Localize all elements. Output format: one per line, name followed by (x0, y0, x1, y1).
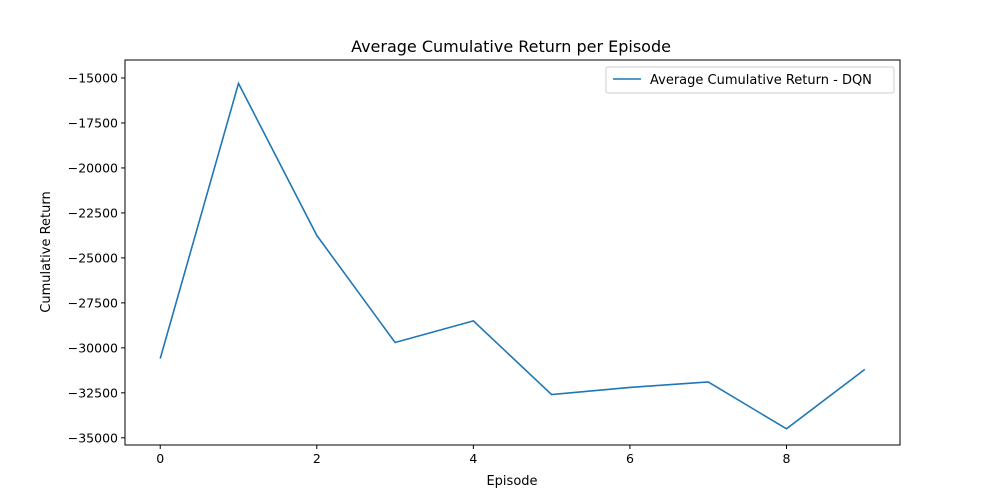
plot-area (124, 59, 901, 446)
legend-box (605, 66, 895, 94)
x-tick-label: 2 (313, 451, 321, 466)
y-tick-label: −17500 (68, 115, 118, 130)
x-tick-label: 4 (469, 451, 477, 466)
legend-entry-dqn: Average Cumulative Return - DQN (650, 73, 872, 88)
y-axis-ticks: −35000 −32500 −30000 −27500 −25000 −22500 −200… (68, 70, 125, 445)
x-tick-label: 0 (156, 451, 164, 466)
series-line-dqn (159, 81, 866, 430)
y-tick-label: −25000 (68, 250, 118, 265)
x-axis-ticks: 0 2 4 6 8 (156, 445, 791, 466)
x-axis-label: Episode (486, 474, 537, 489)
y-tick-label: −15000 (68, 70, 118, 85)
y-tick-label: −27500 (68, 295, 118, 310)
x-tick-label: 6 (626, 451, 634, 466)
y-tick-label: −35000 (68, 430, 118, 445)
x-tick-label: 8 (783, 451, 791, 466)
y-tick-label: −20000 (68, 160, 118, 175)
legend: Average Cumulative Return - DQN (605, 66, 895, 94)
y-tick-label: −32500 (68, 385, 118, 400)
y-tick-label: −30000 (68, 340, 118, 355)
y-axis-label: Cumulative Return (39, 191, 54, 312)
y-tick-label: −22500 (68, 205, 118, 220)
chart-title: Average Cumulative Return per Episode (351, 37, 671, 56)
